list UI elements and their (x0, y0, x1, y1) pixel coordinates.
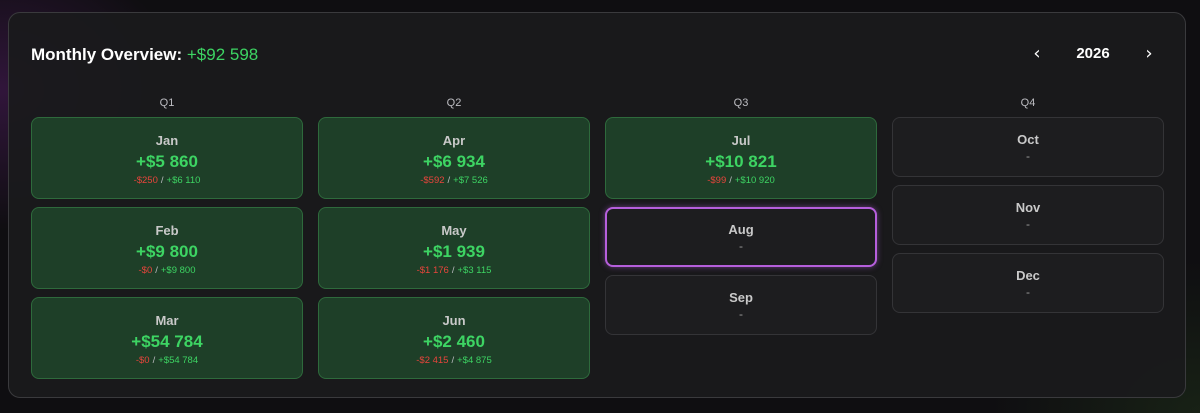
page-title: Monthly Overview: +$92 598 (31, 45, 258, 65)
month-net-value: +$9 800 (136, 242, 198, 261)
year-navigator: ‹ 2026 › (1023, 41, 1163, 69)
month-name: Nov (1015, 200, 1041, 215)
month-breakdown: -$592/+$7 526 (319, 175, 589, 186)
month-name: Jun (442, 313, 466, 328)
month-breakdown: -$1 176/+$3 115 (319, 265, 589, 276)
expense-value: -$0 (135, 355, 150, 366)
breakdown-separator: / (447, 175, 451, 186)
month-name: Aug (728, 222, 754, 237)
month-card-aug[interactable]: Aug - (605, 207, 877, 267)
expense-value: -$99 (707, 175, 727, 186)
month-name: Feb (155, 223, 179, 238)
month-card-dec[interactable]: Dec - (892, 253, 1164, 313)
chevron-left-icon[interactable]: ‹ (1033, 43, 1041, 64)
expense-value: -$0 (138, 265, 153, 276)
month-net-value: - (739, 239, 743, 253)
income-value: +$10 920 (734, 175, 775, 186)
month-net-value: - (1026, 217, 1030, 231)
month-name: Oct (1017, 132, 1039, 147)
month-card-nov[interactable]: Nov - (892, 185, 1164, 245)
expense-value: -$1 176 (416, 265, 449, 276)
month-net-value: +$2 460 (423, 332, 485, 351)
year-label: 2026 (1076, 45, 1110, 62)
month-card-mar[interactable]: Mar +$54 784 -$0/+$54 784 (31, 297, 303, 379)
month-name: Dec (1016, 268, 1040, 283)
income-value: +$3 115 (457, 265, 492, 276)
quarter-q2: Q2 Apr +$6 934 -$592/+$7 526 May +$1 939… (318, 97, 590, 387)
month-net-value: - (1026, 285, 1030, 299)
month-name: Mar (155, 313, 179, 328)
month-net-value: - (739, 307, 743, 321)
month-net-value: +$5 860 (136, 152, 198, 171)
month-net-value: - (1026, 149, 1030, 163)
month-name: Jan (155, 133, 179, 148)
month-net-value: +$1 939 (423, 242, 485, 261)
quarter-q1: Q1 Jan +$5 860 -$250/+$6 110 Feb +$9 800… (31, 97, 303, 387)
quarter-q4: Q4 Oct - Nov - Dec - (892, 97, 1164, 321)
breakdown-separator: / (451, 355, 455, 366)
month-card-jul[interactable]: Jul +$10 821 -$99/+$10 920 (605, 117, 877, 199)
income-value: +$9 800 (160, 265, 196, 276)
month-breakdown: -$2 415/+$4 875 (319, 355, 589, 366)
month-name: Apr (442, 133, 466, 148)
quarter-q3: Q3 Jul +$10 821 -$99/+$10 920 Aug - Sep … (605, 97, 877, 343)
month-net-value: +$54 784 (131, 332, 203, 351)
expense-value: -$2 415 (416, 355, 449, 366)
income-value: +$7 526 (453, 175, 488, 186)
breakdown-separator: / (160, 175, 164, 186)
month-name: Sep (729, 290, 753, 305)
income-value: +$4 875 (457, 355, 492, 366)
month-card-jan[interactable]: Jan +$5 860 -$250/+$6 110 (31, 117, 303, 199)
month-card-apr[interactable]: Apr +$6 934 -$592/+$7 526 (318, 117, 590, 199)
quarter-label: Q1 (159, 97, 175, 109)
quarter-label: Q4 (1020, 97, 1036, 109)
monthly-overview-panel: Monthly Overview: +$92 598 ‹ 2026 › Q1 J… (8, 12, 1186, 398)
breakdown-separator: / (729, 175, 732, 186)
month-name: May (441, 223, 467, 238)
income-value: +$6 110 (166, 175, 201, 186)
month-card-may[interactable]: May +$1 939 -$1 176/+$3 115 (318, 207, 590, 289)
month-card-jun[interactable]: Jun +$2 460 -$2 415/+$4 875 (318, 297, 590, 379)
month-net-value: +$6 934 (423, 152, 485, 171)
breakdown-separator: / (152, 355, 156, 366)
expense-value: -$250 (133, 175, 158, 186)
income-value: +$54 784 (158, 355, 199, 366)
month-breakdown: -$99/+$10 920 (606, 175, 876, 186)
month-card-sep[interactable]: Sep - (605, 275, 877, 335)
month-breakdown: -$0/+$54 784 (32, 355, 302, 366)
month-net-value: +$10 821 (705, 152, 777, 171)
month-breakdown: -$250/+$6 110 (32, 175, 302, 186)
chevron-right-icon[interactable]: › (1145, 43, 1153, 64)
total-value: +$92 598 (186, 45, 259, 64)
breakdown-separator: / (451, 265, 455, 276)
month-name: Jul (731, 133, 751, 148)
quarter-label: Q2 (446, 97, 462, 109)
expense-value: -$592 (420, 175, 445, 186)
title-label: Monthly Overview: (31, 45, 183, 64)
quarter-label: Q3 (733, 97, 749, 109)
month-breakdown: -$0/+$9 800 (32, 265, 302, 276)
month-card-feb[interactable]: Feb +$9 800 -$0/+$9 800 (31, 207, 303, 289)
month-card-oct[interactable]: Oct - (892, 117, 1164, 177)
breakdown-separator: / (155, 265, 158, 276)
